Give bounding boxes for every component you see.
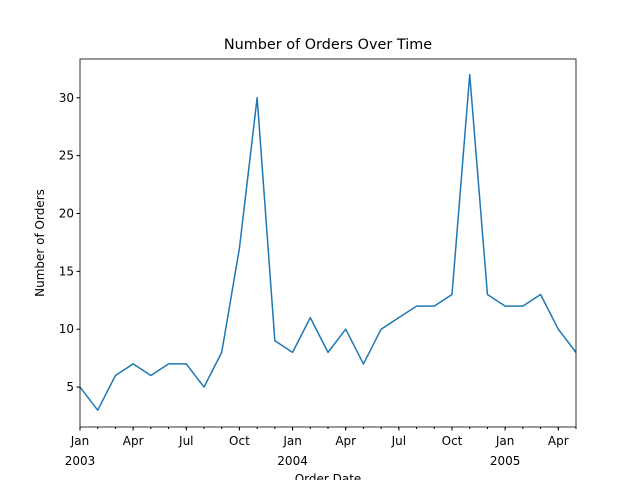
x-axis-label: Order Date [295, 472, 362, 480]
x-tick-label: Apr [335, 434, 356, 448]
y-tick-label: 30 [59, 91, 74, 105]
x-tick-label: Jul [178, 434, 193, 448]
x-tick-label: Apr [548, 434, 569, 448]
y-tick-label: 20 [59, 206, 74, 220]
x-tick-label: Jan [282, 434, 302, 448]
y-tick-label: 10 [59, 322, 74, 336]
y-tick-label: 25 [59, 149, 74, 163]
y-tick-label: 5 [66, 380, 74, 394]
chart-title: Number of Orders Over Time [224, 37, 432, 53]
y-tick-label: 15 [59, 264, 74, 278]
y-axis-label: Number of Orders [33, 189, 47, 297]
plot-frame [79, 58, 577, 428]
x-tick-label: Apr [123, 434, 144, 448]
data-line [80, 73, 576, 411]
x-tick-label: Oct [229, 434, 250, 448]
x-tick-label: Jan [70, 434, 90, 448]
x-tick-label: Jul [391, 434, 406, 448]
x-tick-label: Oct [442, 434, 463, 448]
x-tick-year-label: 2003 [65, 454, 96, 468]
x-tick-label: Jan [495, 434, 515, 448]
x-tick-year-label: 2005 [490, 454, 521, 468]
x-tick-year-label: 2004 [277, 454, 308, 468]
